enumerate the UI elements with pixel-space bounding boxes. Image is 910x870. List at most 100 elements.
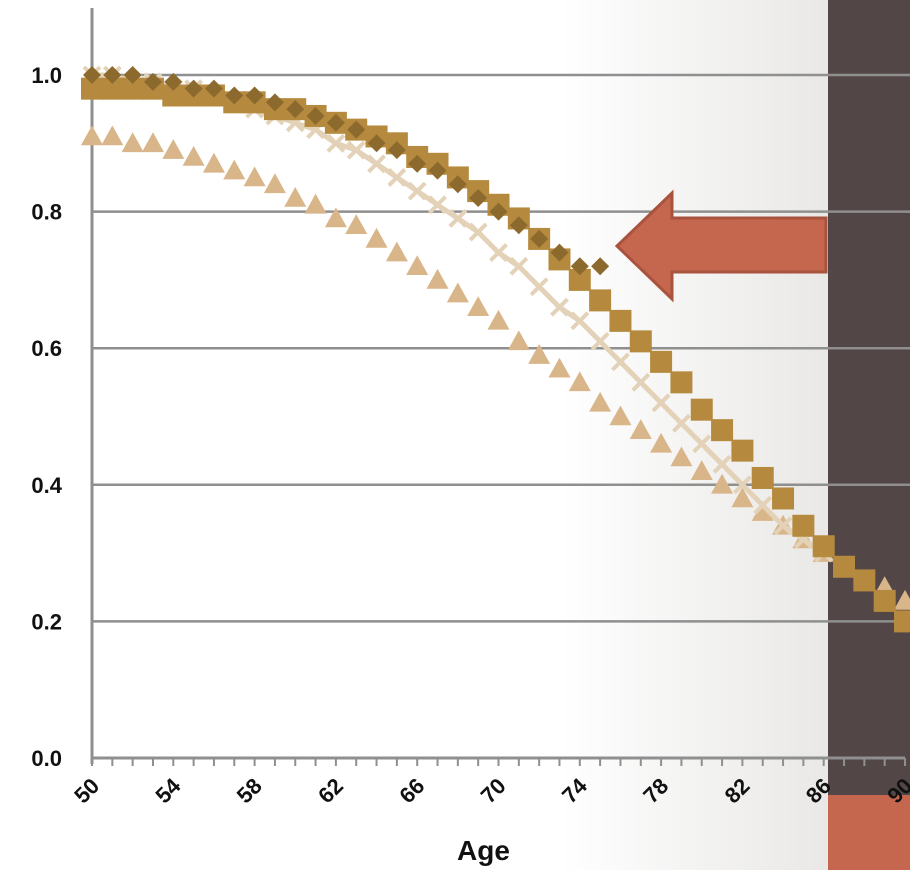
triangle-point (365, 227, 388, 248)
y-tick-label: 0.8 (31, 200, 62, 225)
diamond-point (204, 79, 223, 98)
triangle-point (202, 152, 225, 173)
triangle-point (121, 132, 144, 153)
cross-point (753, 495, 773, 515)
triangle-point (609, 405, 632, 426)
diamond-point (347, 120, 366, 139)
square-point (609, 309, 632, 332)
square-point (629, 330, 652, 353)
square-point (81, 77, 103, 100)
x-axis-title: Age (457, 835, 510, 866)
square-point (670, 371, 693, 394)
cross-point (367, 154, 386, 174)
cross-point (346, 140, 366, 160)
triangle-point (548, 357, 571, 378)
square-point (853, 569, 876, 592)
diamond-point (509, 216, 528, 235)
diamond-point (225, 86, 244, 105)
diamond-point (428, 161, 447, 180)
diamond-point (286, 100, 305, 119)
series-square (81, 77, 910, 633)
square-point (812, 535, 835, 558)
triangle-point (385, 241, 408, 262)
square-point (589, 289, 612, 312)
triangle-point (162, 139, 185, 159)
triangle-point (528, 344, 551, 364)
cross-point (448, 209, 468, 228)
cross-point (732, 475, 752, 495)
cross-point (590, 331, 610, 351)
cross-point (428, 195, 447, 215)
square-point (772, 487, 795, 510)
triangle-point (263, 173, 286, 194)
square-point (751, 466, 774, 489)
y-tick-label: 0.2 (31, 609, 62, 634)
square-point (894, 610, 910, 633)
cross-point (570, 311, 590, 331)
cross-point (773, 516, 793, 536)
x-tick-label: 74 (557, 773, 593, 809)
diamond-point (265, 93, 284, 112)
triangle-point (141, 132, 164, 153)
x-tick-label: 78 (638, 773, 673, 808)
square-point (101, 77, 124, 100)
x-tick-label: 62 (313, 773, 348, 808)
triangle-point (751, 501, 774, 521)
cross-point (611, 352, 630, 372)
callout-arrow-group (614, 189, 828, 303)
triangle-point (629, 419, 652, 439)
diamond-point (489, 202, 508, 221)
triangle-point (589, 391, 612, 412)
triangle-point (711, 473, 734, 494)
cross-point (509, 256, 529, 276)
y-tick-label: 0.4 (31, 473, 62, 498)
triangle-point (101, 125, 124, 146)
diamond-point (143, 72, 162, 91)
cross-point (651, 393, 671, 413)
cross-point (387, 168, 407, 187)
diamond-point (164, 72, 183, 91)
cross-point (712, 454, 732, 474)
triangle-point (507, 330, 530, 351)
diamond-point (448, 175, 467, 194)
diamond-point (550, 243, 569, 262)
diamond-point (123, 66, 142, 84)
triangle-point (182, 145, 205, 166)
diamond-point (306, 106, 325, 125)
diamond-point (408, 154, 427, 173)
triangle-point (894, 589, 910, 610)
cross-point (489, 243, 508, 262)
triangle-point (670, 446, 693, 467)
data-series (81, 65, 910, 633)
triangle-point (81, 125, 103, 146)
cross-point (468, 222, 488, 242)
x-tick-label: 58 (232, 773, 267, 808)
square-point (711, 419, 734, 442)
x-tick-label: 82 (720, 773, 755, 808)
cross-point (407, 181, 427, 201)
triangle-point (223, 159, 246, 180)
triangle-point (690, 460, 713, 480)
y-tick-label: 1.0 (31, 63, 62, 88)
x-tick-label: 90 (882, 773, 910, 808)
triangle-point (284, 186, 307, 207)
cross-point (631, 372, 651, 392)
cross-point (692, 434, 712, 454)
x-tick-label: 54 (151, 773, 187, 809)
triangle-point (446, 282, 469, 303)
triangle-point (650, 432, 673, 453)
square-point (690, 398, 713, 421)
triangle-point (487, 309, 510, 330)
triangle-point (731, 487, 754, 508)
cross-point (672, 413, 691, 433)
y-tick-label: 0.6 (31, 336, 62, 361)
diamond-point (591, 257, 610, 276)
diamond-point (326, 113, 345, 132)
triangle-point (324, 207, 347, 228)
square-point (650, 350, 673, 373)
diamond-point (103, 66, 122, 84)
x-tick-label: 50 (69, 773, 104, 808)
square-point (873, 589, 896, 612)
square-point (568, 268, 591, 291)
